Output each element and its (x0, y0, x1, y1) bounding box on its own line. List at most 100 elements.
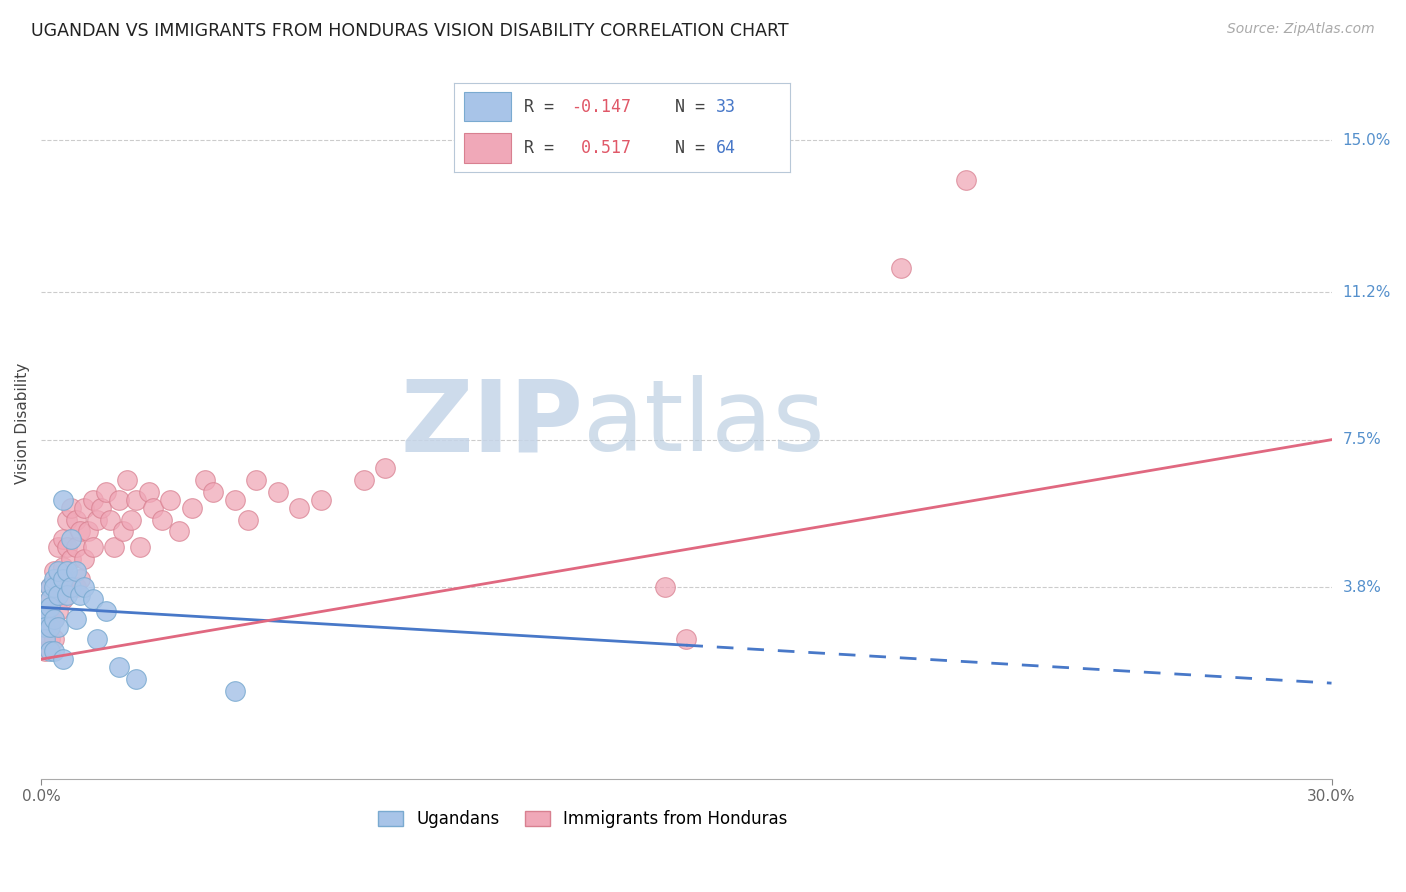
Point (654, 580, 676, 594)
Point (138, 484, 160, 499)
Point (52, 560, 75, 574)
Point (42, 565, 65, 579)
Text: 11.2%: 11.2% (1343, 285, 1391, 300)
Point (159, 492, 181, 507)
Point (374, 460, 396, 475)
Point (60, 533, 83, 547)
Point (34, 632, 56, 647)
Point (193, 473, 215, 487)
Point (34, 604, 56, 618)
Point (42, 580, 65, 594)
Point (60, 552, 83, 566)
Text: 15.0%: 15.0% (1343, 133, 1391, 148)
Point (107, 492, 129, 507)
Point (224, 684, 246, 698)
Point (111, 524, 134, 539)
Point (52, 592, 75, 607)
Point (94, 604, 117, 618)
Point (90, 500, 112, 515)
Point (224, 492, 246, 507)
Point (42, 573, 65, 587)
Point (94, 484, 117, 499)
Point (202, 484, 225, 499)
Point (46, 541, 69, 555)
Point (38, 632, 60, 647)
Point (56, 565, 79, 579)
Point (52, 492, 75, 507)
Point (34, 644, 56, 658)
Point (82, 492, 104, 507)
Point (38, 612, 60, 626)
Point (73, 580, 96, 594)
Point (309, 492, 332, 507)
Point (69, 588, 91, 602)
Point (115, 473, 138, 487)
Point (77, 524, 100, 539)
Point (65, 580, 87, 594)
Point (180, 500, 202, 515)
Point (38, 592, 60, 607)
Point (34, 612, 56, 626)
Point (34, 620, 56, 634)
Point (38, 644, 60, 658)
Point (120, 512, 142, 526)
Point (34, 612, 56, 626)
Point (266, 484, 288, 499)
Point (42, 632, 65, 647)
Point (38, 620, 60, 634)
Point (38, 592, 60, 607)
Point (353, 473, 375, 487)
Point (69, 524, 91, 539)
Point (52, 573, 75, 587)
Point (103, 541, 125, 555)
Point (38, 580, 60, 594)
Point (46, 604, 69, 618)
Point (125, 672, 148, 686)
Point (65, 512, 87, 526)
Point (42, 580, 65, 594)
Point (129, 541, 152, 555)
Text: atlas: atlas (583, 376, 825, 472)
Text: 3.8%: 3.8% (1343, 580, 1382, 595)
Point (46, 620, 69, 634)
Point (86, 632, 108, 647)
Point (73, 500, 96, 515)
Point (65, 612, 87, 626)
Point (38, 580, 60, 594)
Point (42, 644, 65, 658)
Point (675, 632, 697, 647)
Text: Source: ZipAtlas.com: Source: ZipAtlas.com (1227, 22, 1375, 37)
Point (98, 512, 121, 526)
Point (73, 552, 96, 566)
Text: UGANDAN VS IMMIGRANTS FROM HONDURAS VISION DISABILITY CORRELATION CHART: UGANDAN VS IMMIGRANTS FROM HONDURAS VISI… (31, 22, 789, 40)
Point (150, 512, 173, 526)
Point (56, 580, 79, 594)
Point (34, 620, 56, 634)
Text: ZIP: ZIP (401, 376, 583, 472)
Point (56, 588, 79, 602)
Point (60, 500, 83, 515)
Point (56, 541, 79, 555)
Point (42, 612, 65, 626)
Point (34, 604, 56, 618)
Point (245, 473, 267, 487)
Point (167, 524, 190, 539)
Point (82, 592, 104, 607)
Y-axis label: Vision Disability: Vision Disability (15, 363, 30, 484)
Point (125, 492, 148, 507)
Point (38, 600, 60, 615)
Point (46, 565, 69, 579)
Point (86, 512, 108, 526)
Point (69, 573, 91, 587)
Point (46, 588, 69, 602)
Point (65, 541, 87, 555)
Point (82, 541, 104, 555)
Point (42, 612, 65, 626)
Point (65, 565, 87, 579)
Point (955, 173, 977, 187)
Point (288, 500, 311, 515)
Point (52, 652, 75, 666)
Point (60, 580, 83, 594)
Point (52, 533, 75, 547)
Text: 7.5%: 7.5% (1343, 433, 1381, 447)
